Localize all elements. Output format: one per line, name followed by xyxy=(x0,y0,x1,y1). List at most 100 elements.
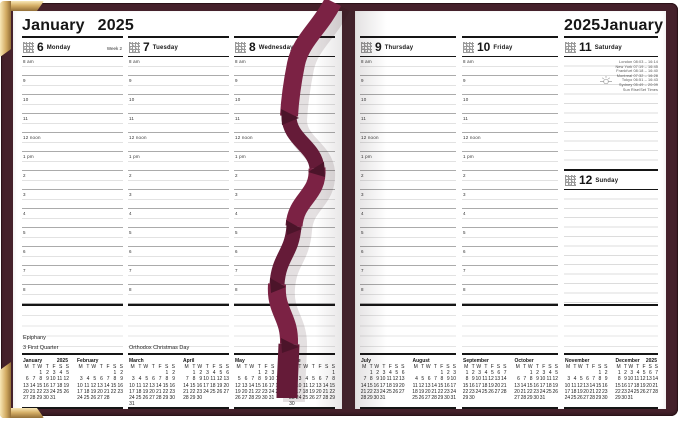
mini-calendar-weekday: F xyxy=(158,364,162,370)
mini-calendar-day: 15 xyxy=(367,382,373,389)
hour-slot: 10 xyxy=(128,95,229,114)
mini-calendar-day: 8 xyxy=(440,376,444,383)
mini-calendar-header: May xyxy=(234,358,281,364)
mini-calendar-day: 7 xyxy=(185,376,189,383)
mini-calendar-day: 28 xyxy=(360,395,367,402)
mini-calendar-day: 9 xyxy=(446,376,450,383)
mini-calendar: October M T W T F S S 1 2 3 4 5 6 7 8 9 10 11 12 13 14 15 16 17 1… xyxy=(514,358,558,407)
holiday-note: Epiphany xyxy=(23,335,46,341)
mini-calendar-header: April xyxy=(182,358,229,364)
mini-calendar-day: 11 xyxy=(546,376,552,383)
mini-calendar-day: 30 xyxy=(444,395,450,402)
time-label: 3 xyxy=(361,191,364,197)
mini-calendar-weekday: F xyxy=(264,364,268,370)
mini-calendar-day: 3 xyxy=(206,370,209,377)
mini-calendar-grid: M T W T F S S 1 2 3 4 5 6 7 8 9 10 11 12 13 14 15 16 17 18 19 20 21… xyxy=(615,364,658,401)
hour-slot: 7 xyxy=(22,266,123,285)
mini-calendar-day: 5 xyxy=(66,370,69,377)
mini-calendar-day: 6 xyxy=(152,376,155,383)
time-label: 3 xyxy=(23,191,26,197)
time-label: 7 xyxy=(23,267,26,273)
holiday-note: 3 First Quarter xyxy=(23,345,59,351)
day-number: 7 xyxy=(143,40,150,54)
mini-calendar-day: 24 xyxy=(77,395,83,402)
mini-calendar-day: 11 xyxy=(412,382,418,389)
mini-calendar-day: 29 xyxy=(162,395,169,402)
weekend-column: 11 Saturday London 08:03 – 16:14 New York 0… xyxy=(564,36,658,409)
mini-calendar-day: 13 xyxy=(23,382,29,389)
time-label: 6 xyxy=(23,248,26,254)
mini-calendar-day: 10 xyxy=(475,376,482,383)
mini-calendar-day: 23 xyxy=(169,388,175,395)
notes-area xyxy=(360,304,456,355)
hour-slot: 9 xyxy=(360,76,456,95)
time-grid: 8 am 9 10 11 12 noon 1 pm 2 3 4 5 6 7 8 xyxy=(360,57,456,304)
mini-calendar-day: 9 xyxy=(471,376,475,383)
sunday-lines xyxy=(564,190,658,304)
hour-slot: 12 noon xyxy=(360,133,456,152)
day-header: 8 Wednesday xyxy=(234,36,335,57)
time-label: 8 am xyxy=(235,58,246,64)
mini-calendar-day: 4 xyxy=(636,370,640,377)
mini-calendar-grid: M T W T F S S 1 2 3 4 5 6 7 8 9 10 11 12 13 14 15 16 17 18 19 20 21… xyxy=(360,364,405,401)
hour-slot: 3 xyxy=(128,190,229,209)
mini-calendar-day: 17 xyxy=(129,388,135,395)
mini-calendar-weekday: T xyxy=(369,364,373,370)
hour-slot: 8 xyxy=(234,285,335,304)
hour-slot: 12 noon xyxy=(22,133,123,152)
qr-code-icon xyxy=(235,41,246,53)
time-label: 5 xyxy=(463,229,466,235)
hour-slot: 9 xyxy=(22,76,123,95)
mini-calendar-weekday: T xyxy=(138,364,142,370)
mini-calendar-weekday: F xyxy=(542,364,546,370)
mini-calendar-day: 3 xyxy=(79,376,83,383)
mini-calendar-day: 5 xyxy=(579,376,583,383)
mini-calendar-weekday: M xyxy=(362,364,367,370)
mini-calendar-day: 19 xyxy=(418,388,425,395)
mini-calendar-weekday: M xyxy=(236,364,241,370)
time-label: 9 xyxy=(463,77,466,83)
hour-slot: 2 xyxy=(360,171,456,190)
mini-calendar-day: 9 xyxy=(536,376,539,383)
time-label: 1 pm xyxy=(361,153,372,159)
mini-calendar-day: 6 xyxy=(586,376,589,383)
time-label: 2 xyxy=(129,172,132,178)
time-label: 7 xyxy=(361,267,364,273)
sunrise-icon xyxy=(599,71,613,89)
mini-calendar-weekday: W xyxy=(374,364,380,370)
day-number: 11 xyxy=(579,40,592,54)
mini-calendar-day: 21 xyxy=(431,388,437,395)
mini-calendar: January 2025 M T W T F S S 1 2 3 4 5 6 7 8 9 10 11 12 13 14 15 1… xyxy=(22,358,69,407)
mini-calendar-day: 9 xyxy=(376,376,380,383)
mini-calendar-day: 29 xyxy=(189,395,196,402)
mini-calendar-weekday: M xyxy=(78,364,83,370)
mini-calendar-day: 26 xyxy=(392,388,399,395)
sun-time-line: Sun Rise/Set Times xyxy=(622,87,658,92)
mini-calendar-day: 19 xyxy=(216,382,223,389)
hour-slot: 10 xyxy=(360,95,456,114)
mini-calendar-day: 20 xyxy=(241,388,248,395)
mini-calendar-grid: M T W T F S S 1 2 3 4 5 6 7 8 9 10 11 12 13 14 15 16 17 18 19 20 21… xyxy=(234,364,281,401)
mini-calendar-day: 23 xyxy=(373,388,380,395)
mini-calendar-day: 23 xyxy=(196,388,203,395)
hour-slot: 3 xyxy=(22,190,123,209)
day-number: 6 xyxy=(37,40,44,54)
mini-calendar-day: 1 xyxy=(529,370,533,377)
mini-calendar-day: 17 xyxy=(627,382,634,389)
left-page-month: January xyxy=(22,17,85,34)
mini-calendar-day: 5 xyxy=(491,370,494,377)
mini-calendar-day: 1 xyxy=(332,370,335,377)
mini-calendar-day: 5 xyxy=(145,376,149,383)
mini-calendar-grid: M T W T F S S 1 2 3 4 5 6 7 8 9 10 11 12 13 14 15 16 17 18 19 20 21… xyxy=(128,364,175,407)
hour-slot: 2 xyxy=(128,171,229,190)
mini-calendar-day: 28 xyxy=(248,395,255,402)
hour-slot: 12 noon xyxy=(234,133,335,152)
mini-calendar-weekday: F xyxy=(490,364,494,370)
mini-calendar-weekday: W xyxy=(425,364,431,370)
mini-calendar-day: 26 xyxy=(90,395,97,402)
mini-calendar-weekday: S xyxy=(394,364,399,370)
hour-slot: 2 xyxy=(234,171,335,190)
qr-code-icon xyxy=(361,41,372,53)
time-label: 7 xyxy=(235,267,238,273)
